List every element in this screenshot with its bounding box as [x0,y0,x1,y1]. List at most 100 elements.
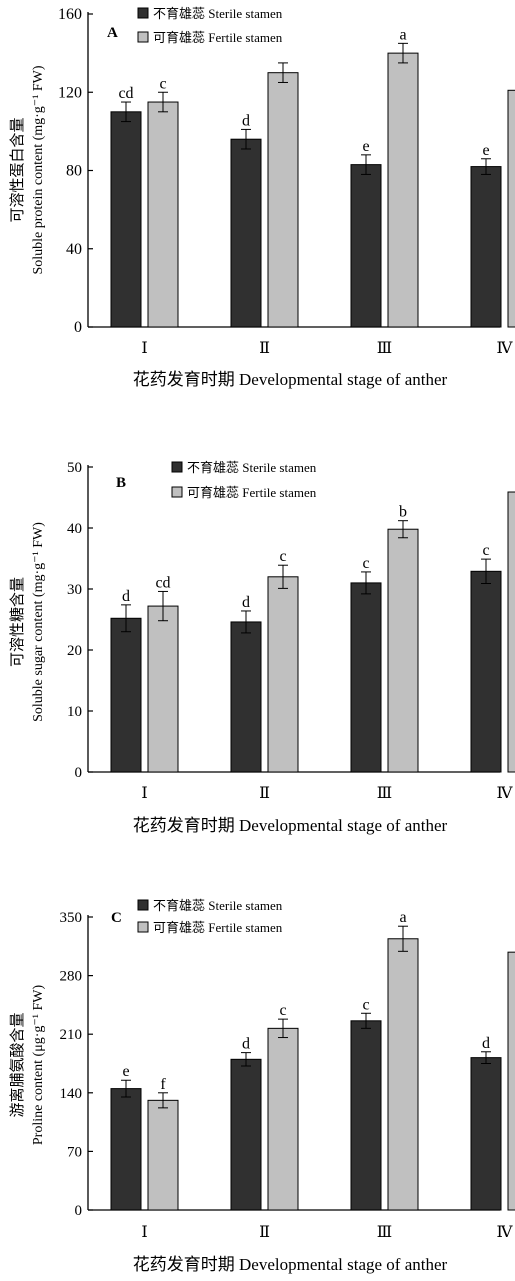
chart-panel-a: 0 40 80 120 160 可溶性蛋白含量 Soluble protein conten… [0,0,515,410]
chart-c-bar [470,1057,502,1211]
chart-b-y-tick-label: 10 [67,704,82,720]
chart-a-sig-letter: e [362,138,369,155]
chart-a-category-label: Ⅲ [377,340,392,357]
chart-c-bar [507,951,515,1211]
chart-b-y-tick-label: 20 [67,643,82,659]
chart-a-legend-swatch [137,31,149,43]
chart-a-sig-letter: c [159,75,166,92]
chart-b-bar [230,621,262,773]
chart-a-legend-label: 可育雄蕊 Fertile stamen [153,30,283,45]
chart-a-category-label: Ⅰ [141,340,147,357]
chart-b-legend-label: 可育雄蕊 Fertile stamen [187,485,317,500]
chart-b-legend-swatch [171,461,183,473]
chart-b-bar [350,582,382,773]
chart-b-xlabel: 花药发育时期 Developmental stage of anther [133,816,448,835]
chart-c-panel-label: C [111,910,122,926]
chart-a-bar [230,138,262,328]
chart-c-bar [350,1020,382,1211]
chart-a-legend-label: 不育雄蕊 Sterile stamen [153,6,283,21]
chart-b-legend-label: 不育雄蕊 Sterile stamen [187,460,317,475]
chart-b-ylabel-cn: 可溶性糖含量 [9,577,26,667]
chart-a-category-label: Ⅳ [497,340,514,357]
chart-a-bar [147,101,179,328]
chart-c-legend-label: 不育雄蕊 Sterile stamen [153,898,283,913]
chart-b-bar [147,605,179,773]
chart-a-sig-letter: cd [118,85,133,102]
chart-b-category-label: Ⅲ [377,785,392,802]
chart-b-svg: 0 10 20 30 40 50 可溶性糖含量 Soluble sugar content (… [9,460,515,835]
chart-a-svg: 0 40 80 120 160 可溶性蛋白含量 Soluble protein conten… [9,6,515,389]
chart-c-y-tick-label: 350 [60,910,83,926]
chart-c-sig-letter: a [399,909,406,926]
chart-b-sig-letter: b [399,504,407,521]
chart-c-y-tick-label: 0 [75,1203,83,1219]
chart-b-bar [387,528,419,773]
chart-a-y-tick-label: 0 [74,319,82,336]
chart-c-y-tick-label: 140 [60,1086,83,1102]
chart-b-y-tick-label: 40 [67,521,82,537]
chart-c-sig-letter: c [279,1002,286,1019]
chart-c-ylabel-cn: 游离脯氨酸含量 [9,1012,26,1117]
chart-b-sig-letter: c [362,555,369,572]
chart-a-y-tick-label: 120 [58,84,82,101]
chart-b-bar [507,491,515,773]
chart-c-svg: 0 70 140 210 280 350 游离脯氨酸含量 Proline content (μ… [9,898,515,1274]
chart-a-bar [470,166,502,328]
chart-a-category-label: Ⅱ [259,340,270,357]
chart-b-category-label: Ⅱ [259,785,270,802]
chart-c-legend-swatch [137,899,149,911]
chart-b-y-tick-label: 30 [67,582,82,598]
chart-a-y-tick-label: 80 [66,163,82,180]
chart-b-y-tick-label: 50 [67,460,82,476]
chart-c-sig-letter: f [160,1076,166,1093]
chart-b-sig-letter: c [279,548,286,565]
chart-a-xlabel: 花药发育时期 Developmental stage of anther [133,370,448,389]
chart-b-sig-letter: d [122,588,130,605]
chart-a-bar [507,89,515,328]
chart-c-sig-letter: d [482,1035,490,1052]
chart-c-ylabel-en: Proline content (μg·g⁻¹ FW) [31,985,46,1146]
chart-b-ylabel-en: Soluble sugar content (mg·g⁻¹ FW) [31,522,46,722]
chart-b-sig-letter: c [482,542,489,559]
chart-a-bar [110,111,142,328]
chart-b-bar [267,576,299,773]
chart-c-y-tick-label: 210 [60,1027,83,1043]
chart-c-legend-label: 可育雄蕊 Fertile stamen [153,920,283,935]
chart-panel-c: 0 70 140 210 280 350 游离脯氨酸含量 Proline content (μ… [0,890,515,1281]
chart-a-ylabel-cn: 可溶性蛋白含量 [9,117,26,222]
chart-c-sig-letter: c [362,996,369,1013]
chart-a-sig-letter: d [242,112,250,129]
chart-c-category-label: Ⅲ [377,1224,392,1241]
chart-b-panel-label: B [116,475,126,491]
chart-a-panel-label: A [107,25,118,41]
chart-a-ylabel-en: Soluble protein content (mg·g⁻¹ FW) [31,65,46,274]
chart-b-sig-letter: d [242,594,250,611]
chart-c-bar [147,1099,179,1211]
chart-c-category-label: Ⅱ [259,1224,270,1241]
chart-c-bar [110,1088,142,1211]
chart-a-y-tick-label: 40 [66,241,82,258]
chart-a-sig-letter: e [482,142,489,159]
chart-c-category-label: Ⅳ [497,1224,514,1241]
chart-c-bar [267,1027,299,1211]
chart-a-y-tick-label: 160 [58,6,82,23]
chart-a-sig-letter: a [399,26,406,43]
chart-c-bar [230,1058,262,1211]
chart-a-bar [350,164,382,328]
chart-b-y-tick-label: 0 [75,765,83,781]
chart-c-xlabel: 花药发育时期 Developmental stage of anther [133,1255,448,1274]
chart-c-sig-letter: e [122,1063,129,1080]
chart-b-category-label: Ⅰ [141,785,147,802]
chart-b-category-label: Ⅳ [497,785,514,802]
chart-panel-b: 0 10 20 30 40 50 可溶性糖含量 Soluble sugar content (… [0,450,515,850]
chart-c-sig-letter: d [242,1036,250,1053]
chart-b-bar [470,570,502,773]
chart-c-y-tick-label: 70 [67,1144,82,1160]
chart-c-y-tick-label: 280 [60,969,83,985]
chart-a-bar [387,52,419,328]
chart-b-bar [110,617,142,773]
chart-a-bar [267,72,299,328]
chart-c-bar [387,938,419,1211]
chart-a-legend-swatch [137,7,149,19]
chart-b-legend-swatch [171,486,183,498]
